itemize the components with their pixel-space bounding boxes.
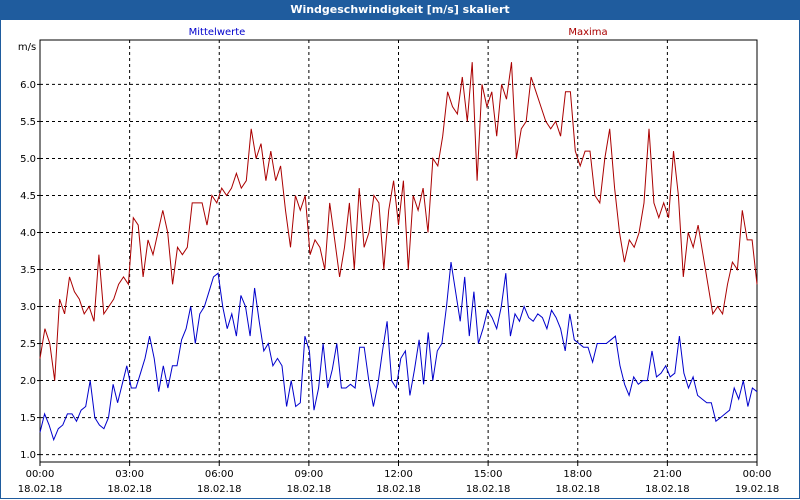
- x-tick-label-time: 00:00: [26, 469, 55, 480]
- x-tick-label-time: 09:00: [294, 469, 323, 480]
- legend-mean: Mittelwerte: [189, 27, 246, 38]
- x-tick-label-date: 18.02.18: [555, 484, 600, 495]
- window-title: Windgeschwindigkeit [m/s] skaliert: [0, 0, 800, 20]
- x-tick-label-time: 12:00: [384, 469, 413, 480]
- y-tick-label: 6.0: [20, 80, 36, 91]
- y-tick-labels: 1.0 1.5 2.0 2.5 3.0 3.5 4.0 4.5 5.0 5.5 6.0: [20, 80, 36, 461]
- y-tick-label: 4.0: [20, 228, 36, 239]
- x-tick-labels: 00:00 18.02.18 03:00 18.02.18 06:00 18.02.18 0…: [18, 469, 780, 495]
- y-tick-label: 3.0: [20, 302, 36, 313]
- series-lines: [39, 62, 758, 442]
- x-tick-label-time: 03:00: [115, 469, 144, 480]
- x-tick-label-date: 18.02.18: [197, 484, 242, 495]
- x-tick-label-date: 18.02.18: [466, 484, 511, 495]
- series-line-mean: [39, 262, 758, 442]
- x-tick-label-date: 18.02.18: [287, 484, 332, 495]
- x-tick-label-date: 19.02.18: [735, 484, 780, 495]
- x-tick-label-time: 06:00: [205, 469, 234, 480]
- y-tick-label: 2.5: [20, 339, 36, 350]
- y-tick-label: 1.0: [20, 450, 36, 461]
- x-tick-label-time: 00:00: [743, 469, 772, 480]
- y-tick-label: 2.0: [20, 376, 36, 387]
- series-line-max: [39, 62, 758, 381]
- x-tick-label-date: 18.02.18: [645, 484, 690, 495]
- x-tick-label-time: 21:00: [653, 469, 682, 480]
- x-tick-label-date: 18.02.18: [107, 484, 152, 495]
- grid: [37, 40, 758, 466]
- x-tick-label-date: 18.02.18: [18, 484, 63, 495]
- y-tick-label: 1.5: [20, 413, 36, 424]
- x-tick-label-time: 18:00: [563, 469, 592, 480]
- y-tick-label: 5.5: [20, 117, 36, 128]
- y-tick-label: 3.5: [20, 265, 36, 276]
- y-axis-label: m/s: [18, 42, 36, 53]
- legend-max: Maxima: [568, 27, 607, 38]
- y-tick-label: 4.5: [20, 191, 36, 202]
- x-tick-label-date: 18.02.18: [376, 484, 421, 495]
- x-tick-label-time: 15:00: [474, 469, 503, 480]
- y-tick-label: 5.0: [20, 154, 36, 165]
